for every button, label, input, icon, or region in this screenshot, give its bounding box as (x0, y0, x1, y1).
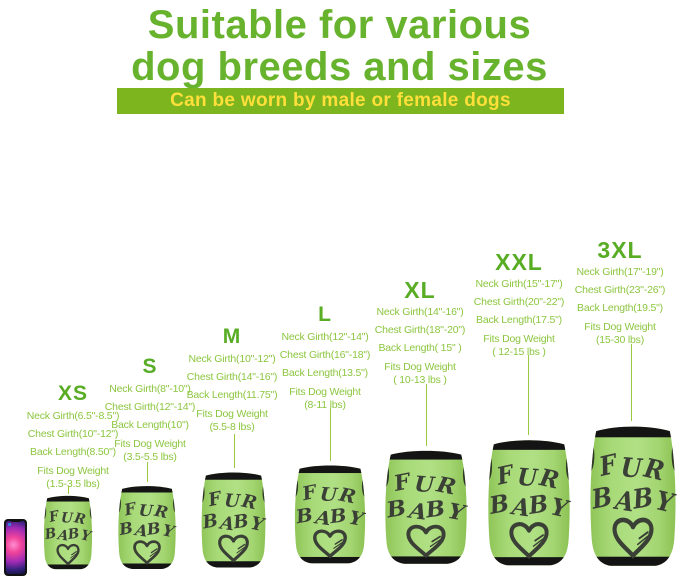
weight-title: Fits Dog Weight (196, 408, 268, 420)
chest-girth: Chest Girth(20"-22") (473, 296, 565, 308)
shirt-art (587, 423, 679, 571)
subtitle-banner: Can be worn by male or female dogs (117, 88, 564, 114)
size-column-l: L Neck Girth(12"-14") Chest Girth(16"-18… (265, 304, 385, 411)
size-label: L (318, 303, 332, 326)
neck-girth: Neck Girth(6.5"-8.5") (26, 410, 120, 422)
size-label: XXL (495, 249, 543, 275)
size-column-m: M Neck Girth(10"-12") Chest Girth(14"-16… (172, 326, 292, 433)
shirt-art (382, 448, 470, 568)
connector-line-3xl (631, 344, 632, 421)
chest-girth: Chest Girth(12"-14") (104, 401, 196, 413)
shirt-m (199, 470, 268, 571)
neck-girth: Neck Girth(10"-12") (188, 353, 276, 365)
back-length: Back Length(19.5") (577, 302, 663, 314)
weight-title: Fits Dog Weight (483, 333, 555, 345)
back-length: Back Length(17.5") (476, 314, 562, 326)
weight-range: (5.5-8 lbs) (209, 421, 255, 433)
shirt-3xl (587, 423, 679, 571)
size-label: XS (57, 382, 88, 405)
weight-title: Fits Dog Weight (289, 386, 361, 398)
weight-block: Fits Dog Weight (3.5-5.5 lbs) (90, 436, 210, 463)
shirt-l (292, 463, 368, 567)
size-column-xs: XS Neck Girth(6.5"-8.5") Chest Girth(10"… (13, 383, 133, 490)
shirt-art (292, 463, 368, 567)
shirt-art (42, 494, 94, 572)
chest-girth: Chest Girth(10"-12") (27, 428, 119, 440)
weight-range: (15-30 lbs) (596, 334, 644, 346)
phone-screen (6, 521, 25, 574)
shirt-s (116, 484, 178, 572)
chest-girth: Chest Girth(16"-18") (279, 349, 371, 361)
weight-range: (3.5-5.5 lbs) (123, 451, 177, 463)
title-line-2: dog breeds and sizes (131, 45, 548, 89)
neck-girth: Neck Girth(15"-17") (475, 278, 563, 290)
back-length: Back Length(8.50") (30, 446, 116, 458)
size-column-xxl: XXL Neck Girth(15"-17") Chest Girth(20"-… (459, 251, 579, 358)
shirt-xl (382, 448, 470, 568)
connector-line-xs (68, 486, 69, 494)
shirt-art (485, 437, 573, 570)
weight-range: (8-11 lbs) (304, 399, 346, 411)
connector-line-s (147, 462, 148, 482)
weight-block: Fits Dog Weight (5.5-8 lbs) (172, 406, 292, 433)
shirt-art (116, 484, 178, 572)
page-title: Suitable for various dog breeds and size… (0, 4, 679, 88)
size-column-xl: XL Neck Girth(14"-16") Chest Girth(18"-2… (360, 279, 480, 386)
chest-girth: Chest Girth(23"-26") (574, 284, 666, 296)
neck-girth: Neck Girth(8"-10") (109, 383, 191, 395)
connector-line-xxl (528, 355, 529, 435)
connector-line-xl (426, 384, 427, 446)
phone-notch (10, 519, 21, 522)
size-label: XL (404, 277, 436, 303)
size-label: 3XL (597, 237, 643, 263)
weight-range: (1.5-3.5 lbs) (46, 478, 100, 490)
weight-range: ( 12-15 lbs ) (492, 346, 546, 358)
weight-block: Fits Dog Weight ( 10-13 lbs ) (360, 359, 480, 386)
weight-title: Fits Dog Weight (114, 438, 186, 450)
weight-title: Fits Dog Weight (37, 465, 109, 477)
shirt-xs (42, 494, 94, 572)
size-column-3xl: 3XL Neck Girth(17"-19") Chest Girth(23"-… (560, 239, 679, 346)
back-length: Back Length(13.5") (282, 367, 368, 379)
chest-girth: Chest Girth(18"-20") (374, 324, 466, 336)
phone-size-reference (4, 519, 27, 576)
back-length: Back Length(11.75") (186, 389, 278, 401)
shirt-xxl (485, 437, 573, 570)
connector-line-m (234, 434, 235, 468)
back-length: Back Length(10") (111, 419, 189, 431)
back-length: Back Length( 15" ) (378, 342, 462, 354)
weight-block: Fits Dog Weight ( 12-15 lbs ) (459, 331, 579, 358)
weight-block: Fits Dog Weight (1.5-3.5 lbs) (13, 463, 133, 490)
neck-girth: Neck Girth(14"-16") (376, 306, 464, 318)
size-label: M (222, 325, 242, 348)
neck-girth: Neck Girth(17"-19") (576, 266, 664, 278)
weight-block: Fits Dog Weight (8-11 lbs) (265, 384, 385, 411)
neck-girth: Neck Girth(12"-14") (281, 331, 369, 343)
weight-range: ( 10-13 lbs ) (393, 374, 447, 386)
phone-wallpaper-dot (8, 523, 11, 526)
chest-girth: Chest Girth(14"-16") (186, 371, 278, 383)
title-line-1: Suitable for various (147, 3, 532, 47)
shirt-art (199, 470, 268, 571)
size-column-s: S Neck Girth(8"-10") Chest Girth(12"-14"… (90, 356, 210, 463)
weight-block: Fits Dog Weight (15-30 lbs) (560, 319, 679, 346)
size-label: S (142, 355, 158, 378)
weight-title: Fits Dog Weight (384, 361, 456, 373)
connector-line-l (330, 408, 331, 461)
weight-title: Fits Dog Weight (584, 321, 656, 333)
